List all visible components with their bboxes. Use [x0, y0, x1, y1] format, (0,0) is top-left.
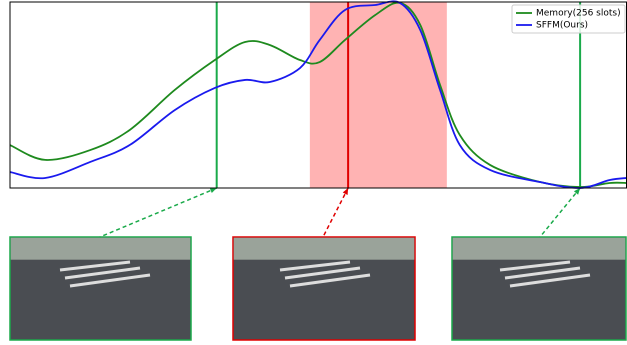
frame-photo	[232, 236, 416, 341]
arrow-head	[209, 187, 217, 194]
frame-photo	[451, 236, 627, 341]
legend-label: Memory(256 slots)	[536, 9, 621, 19]
highlight-region	[309, 2, 447, 188]
arrow-head	[573, 188, 581, 195]
arrow	[539, 187, 581, 238]
frame-photo	[9, 236, 192, 341]
legend	[511, 4, 626, 34]
frames	[9, 236, 627, 341]
series-line	[9, 0, 627, 189]
legend-label: SFFM(Ours)	[536, 21, 588, 31]
arrow	[99, 187, 217, 238]
arrow-head	[342, 188, 349, 195]
series-line	[9, 1, 627, 188]
arrow	[322, 187, 349, 238]
